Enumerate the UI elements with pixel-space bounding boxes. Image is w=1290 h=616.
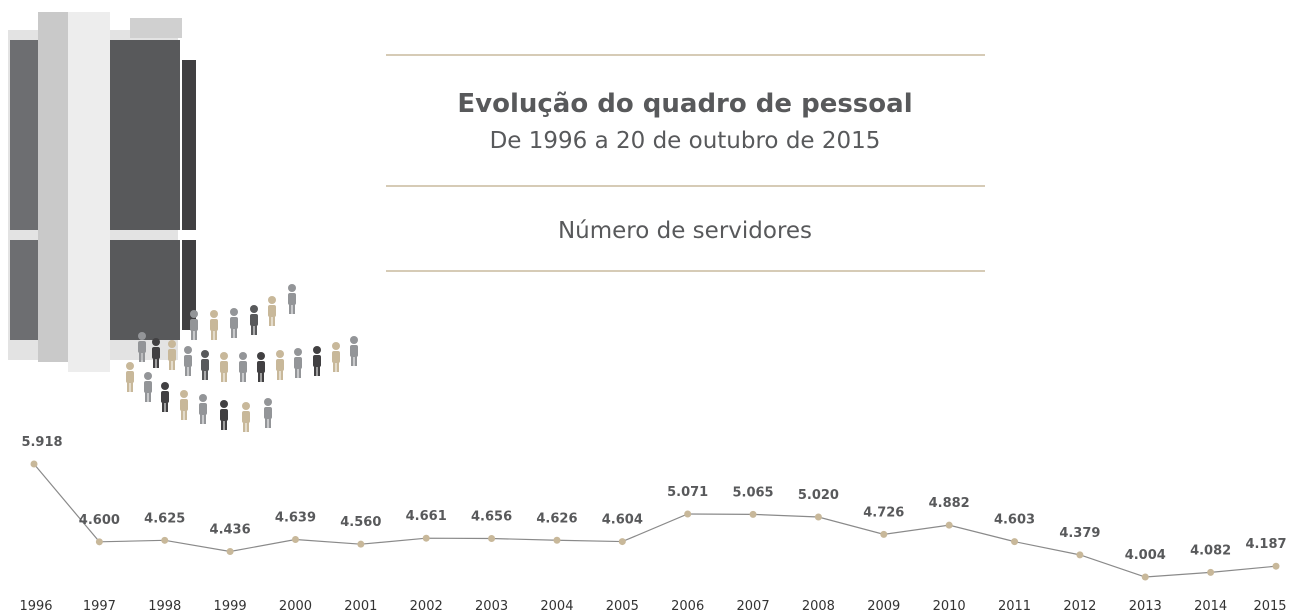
x-tick-label: 2013 xyxy=(1129,599,1162,614)
data-point xyxy=(749,510,757,518)
x-tick-label: 2004 xyxy=(540,599,573,614)
title: Evolução do quadro de pessoal xyxy=(457,89,912,119)
data-point xyxy=(684,510,692,518)
data-point xyxy=(291,536,299,544)
value-label: 5.065 xyxy=(732,485,773,500)
value-label: 4.600 xyxy=(79,513,120,528)
data-point xyxy=(226,547,234,555)
data-point xyxy=(880,530,888,538)
x-tick-label: 1999 xyxy=(214,599,247,614)
chart-caption: Número de servidores xyxy=(558,218,812,244)
value-label: 4.661 xyxy=(406,509,447,524)
x-tick-label: 2001 xyxy=(344,599,377,614)
value-label: 4.004 xyxy=(1125,548,1166,563)
data-point xyxy=(618,538,626,546)
value-label: 4.187 xyxy=(1245,537,1286,552)
data-point xyxy=(1141,573,1149,581)
data-point xyxy=(357,540,365,548)
data-point xyxy=(488,535,496,543)
value-label: 4.604 xyxy=(602,513,643,528)
x-tick-label: 2011 xyxy=(998,599,1031,614)
data-point xyxy=(95,538,103,546)
value-label: 4.560 xyxy=(340,515,381,530)
x-tick-label: 2000 xyxy=(279,599,312,614)
x-tick-label: 2014 xyxy=(1194,599,1227,614)
data-point xyxy=(1207,568,1215,576)
x-tick-label: 2010 xyxy=(933,599,966,614)
value-label: 4.656 xyxy=(471,510,512,525)
data-point xyxy=(1076,551,1084,559)
x-tick-label: 1998 xyxy=(148,599,181,614)
x-tick-label: 2009 xyxy=(867,599,900,614)
value-label: 4.082 xyxy=(1190,543,1231,558)
data-point xyxy=(1011,538,1019,546)
subtitle: De 1996 a 20 de outubro de 2015 xyxy=(490,128,881,154)
x-tick-label: 2006 xyxy=(671,599,704,614)
x-tick-label: 1996 xyxy=(19,599,52,614)
value-label: 5.071 xyxy=(667,485,708,500)
value-label: 4.639 xyxy=(275,511,316,526)
value-label: 5.020 xyxy=(798,488,839,503)
data-point xyxy=(1272,562,1280,570)
x-tick-label: 2002 xyxy=(410,599,443,614)
x-tick-label: 2008 xyxy=(802,599,835,614)
x-tick-label: 2007 xyxy=(737,599,770,614)
data-point xyxy=(814,513,822,521)
data-point xyxy=(945,521,953,529)
data-point xyxy=(422,534,430,542)
value-label: 4.882 xyxy=(929,496,970,511)
value-label: 4.625 xyxy=(144,511,185,526)
header-rules xyxy=(386,54,985,272)
value-label: 4.379 xyxy=(1059,526,1100,541)
value-label: 5.918 xyxy=(21,435,62,450)
data-point xyxy=(161,536,169,544)
x-tick-label: 2015 xyxy=(1253,599,1286,614)
x-tick-label: 2012 xyxy=(1063,599,1096,614)
data-point xyxy=(30,460,38,468)
x-tick-label: 2005 xyxy=(606,599,639,614)
value-label: 4.436 xyxy=(210,522,251,537)
value-label: 4.726 xyxy=(863,505,904,520)
x-tick-label: 1997 xyxy=(83,599,116,614)
value-label: 4.626 xyxy=(536,511,577,526)
value-label: 4.603 xyxy=(994,513,1035,528)
data-point xyxy=(553,536,561,544)
x-tick-label: 2003 xyxy=(475,599,508,614)
building-illustration xyxy=(8,12,196,372)
data-line xyxy=(33,463,1277,578)
